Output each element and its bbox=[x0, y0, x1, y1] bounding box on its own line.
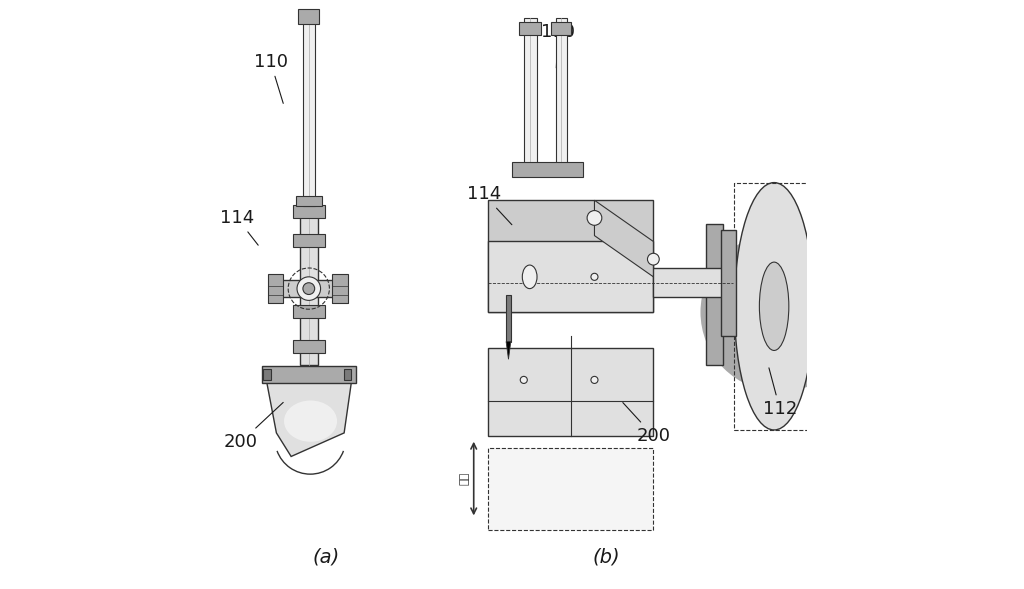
Bar bbox=[506, 294, 511, 342]
Bar bbox=[488, 448, 653, 530]
Text: 112: 112 bbox=[763, 368, 797, 418]
Ellipse shape bbox=[522, 265, 537, 289]
Ellipse shape bbox=[647, 253, 659, 265]
Polygon shape bbox=[264, 371, 353, 456]
Ellipse shape bbox=[760, 262, 788, 350]
Bar bbox=[556, 18, 566, 165]
Bar bbox=[707, 224, 723, 365]
Bar bbox=[267, 274, 283, 303]
Text: (a): (a) bbox=[313, 547, 340, 566]
Text: 110: 110 bbox=[254, 53, 288, 103]
Ellipse shape bbox=[591, 273, 598, 280]
Text: 114: 114 bbox=[220, 209, 258, 245]
Bar bbox=[293, 305, 325, 318]
Ellipse shape bbox=[591, 376, 598, 383]
Bar bbox=[488, 348, 653, 436]
Wedge shape bbox=[700, 233, 859, 392]
Text: (b): (b) bbox=[593, 547, 621, 566]
Bar bbox=[296, 196, 322, 206]
Bar bbox=[303, 12, 314, 206]
Bar bbox=[293, 340, 325, 353]
Bar bbox=[653, 268, 733, 297]
Polygon shape bbox=[506, 342, 511, 359]
Bar bbox=[298, 9, 319, 24]
Text: 110: 110 bbox=[541, 24, 574, 68]
Ellipse shape bbox=[520, 376, 527, 383]
Bar bbox=[552, 22, 571, 35]
Text: 200: 200 bbox=[224, 402, 284, 451]
Text: 이동: 이동 bbox=[460, 472, 469, 485]
Ellipse shape bbox=[734, 183, 814, 430]
Ellipse shape bbox=[587, 211, 602, 226]
Bar bbox=[721, 230, 736, 336]
Bar bbox=[519, 22, 542, 35]
Bar bbox=[344, 369, 351, 380]
Text: 114: 114 bbox=[467, 186, 512, 225]
Bar bbox=[300, 206, 317, 365]
Bar bbox=[488, 200, 653, 312]
Bar bbox=[488, 448, 653, 530]
Text: 200: 200 bbox=[623, 402, 671, 445]
Ellipse shape bbox=[284, 401, 337, 442]
Bar bbox=[512, 162, 583, 177]
Bar bbox=[524, 18, 537, 165]
Bar bbox=[488, 241, 653, 312]
Bar bbox=[262, 366, 356, 383]
Ellipse shape bbox=[297, 277, 321, 300]
Bar bbox=[276, 280, 341, 297]
Bar bbox=[293, 234, 325, 247]
Polygon shape bbox=[595, 200, 653, 277]
Ellipse shape bbox=[303, 283, 314, 294]
Bar bbox=[263, 369, 270, 380]
Bar bbox=[293, 205, 325, 218]
Bar bbox=[333, 274, 348, 303]
Bar bbox=[734, 183, 814, 430]
